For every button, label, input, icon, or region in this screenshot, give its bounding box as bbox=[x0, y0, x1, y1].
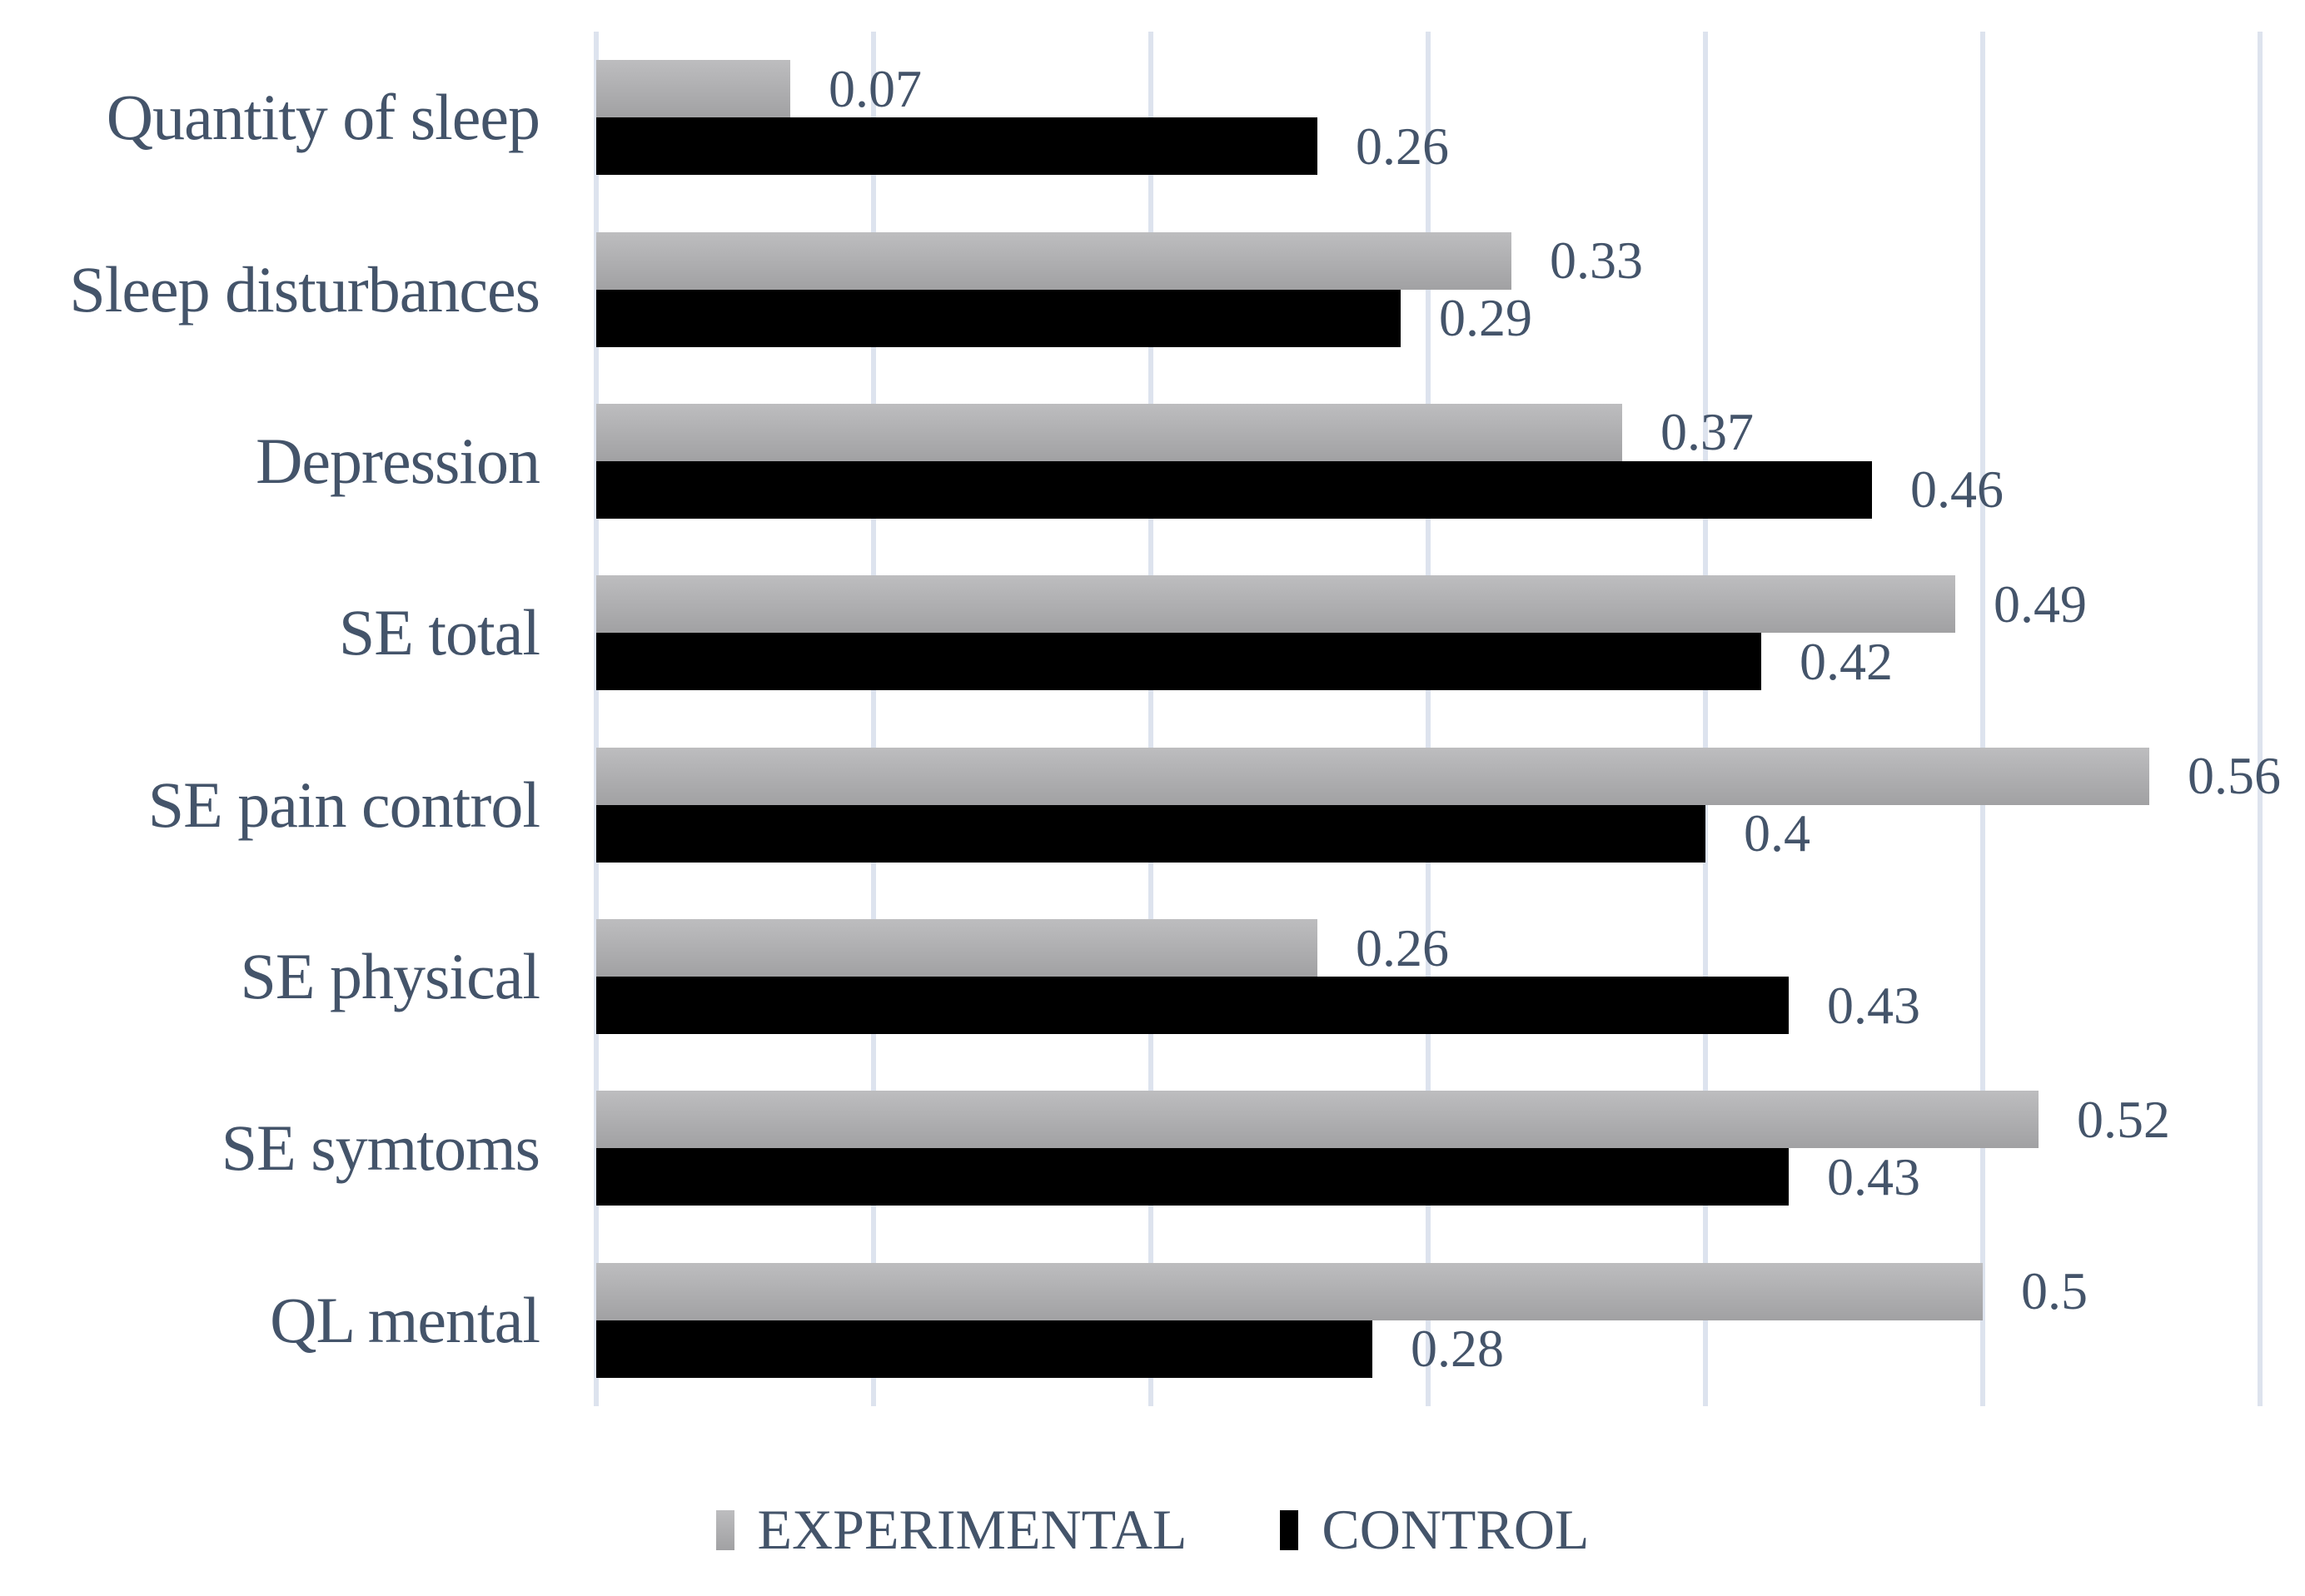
bar-control bbox=[596, 1148, 1789, 1206]
bar-line: 0.56 bbox=[596, 747, 2281, 805]
legend-item-experimental: EXPERIMENTAL bbox=[715, 1497, 1187, 1563]
bar-line: 0.4 bbox=[596, 803, 2260, 863]
bar-control bbox=[596, 117, 1317, 176]
category-label: QL mental bbox=[270, 1283, 540, 1356]
legend: EXPERIMENTAL CONTROL bbox=[0, 1497, 2305, 1563]
gridline bbox=[594, 32, 599, 1406]
category-row: 0.52 0.43 bbox=[596, 1062, 2260, 1234]
category-label: SE pain control bbox=[147, 768, 540, 841]
category-row: 0.26 0.43 bbox=[596, 891, 2260, 1062]
legend-item-control: CONTROL bbox=[1280, 1497, 1589, 1563]
bar-control bbox=[596, 289, 1401, 347]
bar-line: 0.49 bbox=[596, 574, 2260, 634]
legend-label-control: CONTROL bbox=[1322, 1498, 1590, 1561]
gridline bbox=[2258, 32, 2263, 1406]
legend-swatch-experimental-icon bbox=[715, 1509, 734, 1550]
category-row: 0.56 0.4 bbox=[596, 719, 2281, 891]
category-row: 0.07 0.26 bbox=[596, 32, 2260, 203]
value-label: 0.37 bbox=[1660, 402, 1754, 462]
category-label: SE symtoms bbox=[221, 1111, 540, 1185]
category-label: Quantity of sleep bbox=[106, 81, 540, 154]
category-row: 0.49 0.42 bbox=[596, 547, 2260, 718]
value-label: 0.43 bbox=[1827, 975, 1920, 1035]
gridline bbox=[1980, 32, 1985, 1406]
bar-line: 0.52 bbox=[596, 1089, 2260, 1149]
value-label: 0.5 bbox=[2021, 1261, 2088, 1321]
value-label: 0.26 bbox=[1356, 917, 1449, 977]
bar-experimental bbox=[596, 60, 790, 118]
gridline bbox=[1426, 32, 1431, 1406]
value-label: 0.4 bbox=[1744, 803, 1810, 863]
value-label: 0.42 bbox=[1800, 631, 1893, 691]
value-label: 0.28 bbox=[1411, 1319, 1504, 1379]
bar-line: 0.07 bbox=[596, 58, 2260, 118]
bar-experimental bbox=[596, 403, 1622, 461]
bar-line: 0.28 bbox=[596, 1320, 2260, 1378]
bar-control bbox=[596, 977, 1789, 1035]
value-label: 0.56 bbox=[2188, 746, 2281, 806]
bar-experimental bbox=[596, 747, 2149, 805]
bar-line: 0.26 bbox=[596, 116, 2260, 176]
plot-area: 0.07 0.26 0.33 0.29 0.37 0.46 0.49 0.42 0.56 0.4 0… bbox=[594, 32, 2281, 1406]
value-label: 0.07 bbox=[829, 58, 922, 118]
bar-experimental bbox=[596, 1091, 2039, 1149]
gridline bbox=[871, 32, 876, 1406]
value-label: 0.33 bbox=[1550, 231, 1643, 291]
bar-line: 0.37 bbox=[596, 402, 2260, 462]
category-label: SE physical bbox=[240, 940, 540, 1013]
category-label: SE total bbox=[338, 596, 540, 669]
bar-control bbox=[596, 633, 1761, 691]
value-label: 0.46 bbox=[1910, 460, 2004, 520]
bar-rows: 0.07 0.26 0.33 0.29 0.37 0.46 0.49 0.42 0.56 0.4 0… bbox=[596, 32, 2281, 1406]
value-label: 0.43 bbox=[1827, 1146, 1920, 1206]
bar-line: 0.29 bbox=[596, 288, 2260, 348]
value-label: 0.26 bbox=[1356, 116, 1449, 176]
gridline bbox=[1148, 32, 1153, 1406]
bar-control bbox=[596, 460, 1872, 519]
bar-line: 0.46 bbox=[596, 460, 2260, 520]
value-label: 0.52 bbox=[2077, 1089, 2170, 1149]
bar-line: 0.26 bbox=[596, 919, 2260, 977]
category-row: 0.37 0.46 bbox=[596, 375, 2260, 547]
bar-line: 0.5 bbox=[596, 1261, 2260, 1321]
value-label: 0.49 bbox=[1994, 574, 2087, 634]
bar-experimental bbox=[596, 231, 1511, 290]
legend-label-experimental: EXPERIMENTAL bbox=[757, 1498, 1187, 1561]
category-label: Sleep disturbances bbox=[69, 252, 540, 326]
category-label: Depression bbox=[256, 424, 540, 497]
bar-line: 0.42 bbox=[596, 631, 2260, 691]
legend-swatch-control-icon bbox=[1280, 1509, 1299, 1550]
value-label: 0.29 bbox=[1439, 288, 1532, 348]
bar-line: 0.43 bbox=[596, 975, 2260, 1035]
category-axis: Quantity of sleep Sleep disturbances Depre… bbox=[0, 32, 540, 1406]
bar-experimental bbox=[596, 1262, 1983, 1320]
gridline bbox=[1703, 32, 1708, 1406]
category-row: 0.33 0.29 bbox=[596, 203, 2260, 375]
bar-line: 0.33 bbox=[596, 231, 2260, 291]
bar-experimental bbox=[596, 919, 1317, 977]
bar-control bbox=[596, 804, 1705, 863]
category-row: 0.5 0.28 bbox=[596, 1235, 2260, 1406]
bar-experimental bbox=[596, 575, 1955, 634]
bar-line: 0.43 bbox=[596, 1148, 2260, 1206]
bar-control bbox=[596, 1320, 1372, 1378]
